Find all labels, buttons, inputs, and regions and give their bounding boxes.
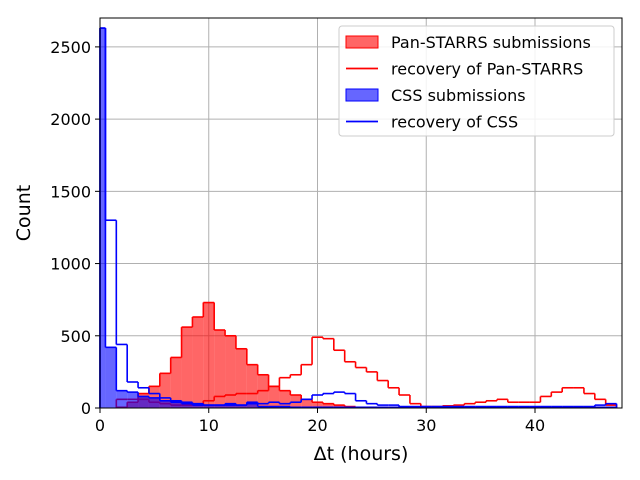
series-2-bar-14 — [246, 403, 258, 408]
series-0-bar-15 — [279, 390, 291, 408]
legend: Pan-STARRS submissions recovery of Pan-ST… — [338, 25, 615, 137]
axis-ticks: 0 10 20 30 40 0 500 1000 1500 2000 2500 — [50, 38, 545, 435]
series-2-bar-13 — [235, 405, 247, 408]
series-2-bar-8 — [181, 403, 193, 408]
legend-label-1: recovery of Pan-STARRS — [391, 60, 583, 79]
y-tick-label-0: 0 — [81, 399, 91, 418]
series-0-bar-8 — [203, 302, 215, 408]
legend-label-2: CSS submissions — [391, 86, 526, 105]
legend-box — [338, 25, 615, 137]
series-0-bar-14 — [268, 386, 280, 408]
series-0-bar-19 — [322, 403, 334, 408]
plot-frame — [99, 17, 623, 409]
legend-swatch-2 — [345, 88, 379, 102]
series-0-bar-9 — [214, 330, 226, 408]
x-tick-label-0: 0 — [95, 416, 105, 435]
legend-label-0: Pan-STARRS submissions — [391, 33, 591, 52]
legend-label-3: recovery of CSS — [391, 113, 518, 132]
series-2-bar-2 — [116, 390, 128, 408]
x-tick-label-3: 30 — [416, 416, 436, 435]
series-2-bar-5 — [148, 397, 160, 408]
series-2-bar-11 — [214, 405, 226, 408]
y-tick-label-3: 1500 — [50, 182, 91, 201]
y-tick-label-5: 2500 — [50, 38, 91, 57]
series-0-bar-6 — [181, 327, 193, 408]
x-tick-label-1: 10 — [199, 416, 219, 435]
series-2-bar-1 — [105, 347, 117, 408]
series-2-bar-0 — [100, 28, 106, 408]
legend-swatch-0 — [345, 35, 379, 49]
y-tick-label-2: 1000 — [50, 255, 91, 274]
series-2-bar-7 — [170, 402, 182, 408]
series-3 — [99, 27, 618, 408]
series-0-bar-7 — [192, 317, 204, 408]
series-2-bar-10 — [203, 405, 215, 408]
y-axis-label: Count — [13, 185, 35, 241]
series-0-bar-18 — [312, 402, 323, 408]
y-tick-label-1: 500 — [60, 327, 91, 346]
x-axis-label: Δt (hours) — [314, 443, 409, 465]
series-0-bar-12 — [246, 364, 258, 408]
series-0-bar-17 — [301, 399, 313, 408]
x-tick-label-2: 20 — [307, 416, 327, 435]
series-0-bar-5 — [170, 357, 182, 408]
series-2-bar-9 — [192, 405, 204, 408]
histogram-bars — [99, 27, 618, 409]
series-0-bar-10 — [225, 335, 236, 408]
series-2-bar-6 — [159, 400, 171, 408]
series-2-bar-3 — [127, 392, 139, 408]
series-2-bar-4 — [138, 396, 149, 408]
x-tick-label-4: 40 — [525, 416, 545, 435]
y-tick-label-4: 2000 — [50, 110, 91, 129]
series-0-bar-11 — [235, 348, 247, 408]
series-0-bar-4 — [159, 373, 171, 408]
